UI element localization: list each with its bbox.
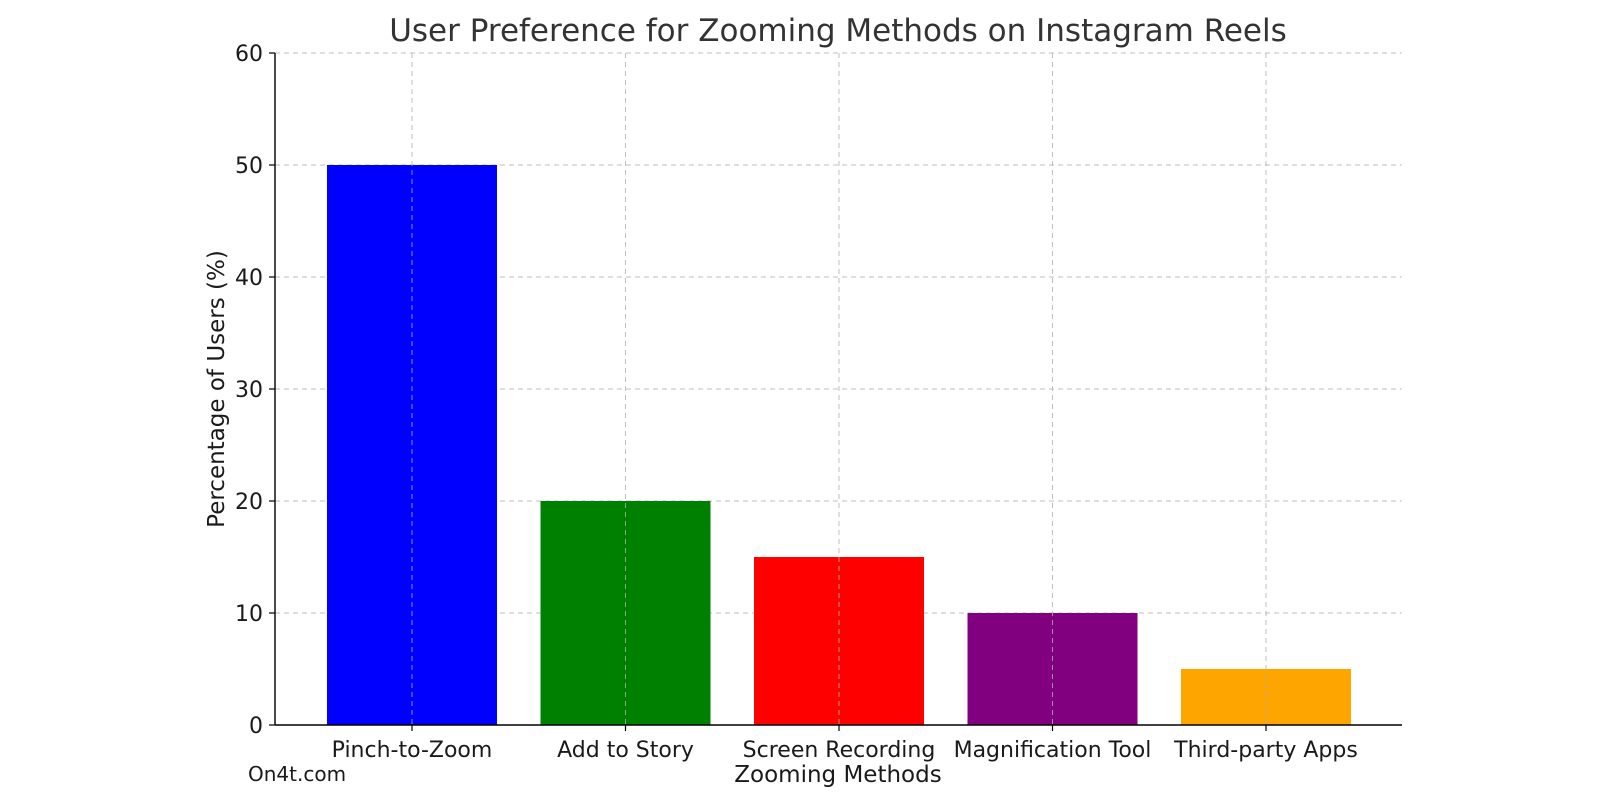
y-axis-label: Percentage of Users (%) [204,250,230,528]
y-tick-label: 30 [235,378,263,403]
x-tick-label: Pinch-to-Zoom [332,738,493,763]
x-ticks: Pinch-to-Zoom Add to Story Screen Recordin… [332,725,1358,763]
grid [275,52,1402,614]
y-tick-label: 20 [235,490,263,515]
y-tick-label: 50 [235,154,263,179]
x-tick-label: Screen Recording [743,738,936,763]
x-axis-label: Zooming Methods [734,762,941,788]
x-tick-label: Magnification Tool [954,738,1152,763]
x-tick-label: Third-party Apps [1173,738,1358,763]
y-tick-label: 0 [249,714,263,739]
y-tick-label: 40 [235,266,263,291]
x-tick-label: Add to Story [557,738,694,763]
y-tick-label: 10 [235,602,263,627]
vertical-grid [411,53,1267,725]
y-ticks: 0 10 20 30 40 50 60 [235,42,275,739]
y-tick-label: 60 [235,42,263,67]
watermark: On4t.com [248,762,346,786]
chart-title: User Preference for Zooming Methods on I… [389,13,1287,49]
